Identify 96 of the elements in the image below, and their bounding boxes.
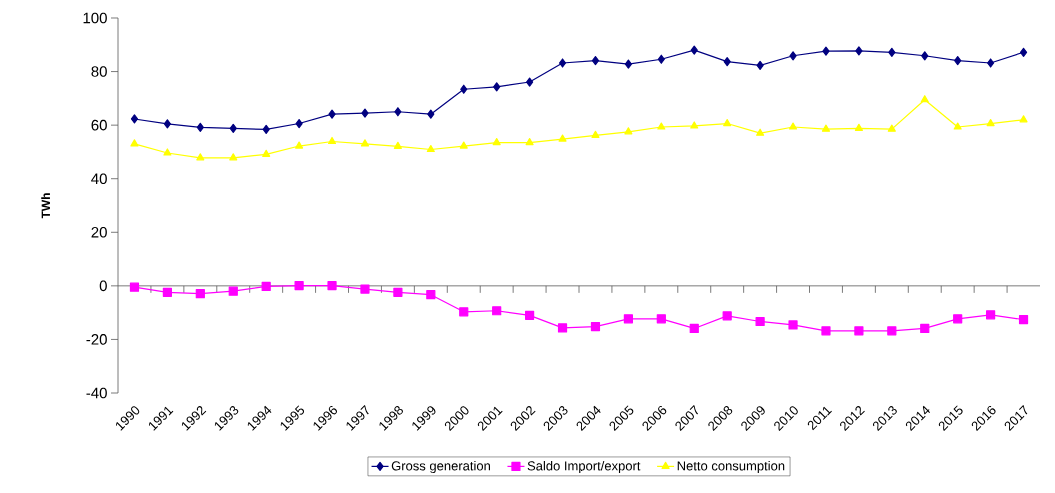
point: [163, 148, 172, 156]
point: [822, 46, 830, 56]
point: [196, 122, 204, 132]
point: [558, 58, 567, 68]
point: [427, 109, 435, 119]
point: [723, 57, 731, 67]
point: [656, 314, 666, 324]
point: [262, 124, 270, 135]
point: [657, 54, 665, 64]
point: [821, 124, 831, 132]
point: [492, 306, 502, 316]
point: [393, 141, 402, 149]
y-tick-label: 0: [99, 280, 107, 292]
y-tick-label: 20: [91, 226, 107, 238]
point: [591, 55, 600, 66]
point: [854, 123, 863, 131]
point: [953, 122, 962, 130]
point: [657, 122, 666, 130]
point: [261, 281, 271, 291]
point: [492, 137, 501, 146]
point: [262, 149, 271, 157]
point: [361, 108, 369, 118]
point: [130, 114, 139, 124]
y-tick-label: 60: [91, 119, 107, 131]
point: [920, 95, 929, 103]
y-axis-title: TWh: [41, 193, 50, 219]
point: [920, 323, 930, 334]
point: [394, 107, 402, 117]
point: [557, 323, 568, 333]
point: [129, 282, 140, 292]
point: [327, 136, 337, 145]
point: [854, 326, 864, 336]
point: [986, 310, 996, 320]
point: [756, 128, 765, 136]
point: [987, 58, 995, 68]
y-tick-label: -40: [86, 387, 107, 399]
point: [460, 84, 468, 94]
point: [525, 310, 535, 320]
point: [558, 134, 567, 142]
point: [459, 307, 469, 317]
point: [163, 119, 171, 129]
point: [887, 124, 896, 132]
point: [426, 144, 435, 153]
point: [821, 326, 831, 336]
point: [624, 59, 632, 69]
point: [624, 127, 633, 135]
point: [327, 280, 337, 291]
point: [888, 47, 896, 57]
point: [887, 326, 897, 336]
y-tick-label: 40: [91, 173, 107, 185]
point: [690, 45, 698, 55]
point: [1019, 47, 1028, 57]
point: [722, 311, 732, 321]
legend-label: Gross generation: [391, 460, 490, 474]
point: [360, 139, 370, 147]
legend-label: Saldo Import/export: [527, 460, 641, 474]
point: [954, 55, 962, 66]
point: [1018, 315, 1029, 325]
point: [229, 153, 238, 161]
y-tick-label: 100: [83, 12, 107, 24]
point: [723, 118, 732, 127]
point: [789, 51, 797, 61]
point: [162, 287, 172, 297]
point: [294, 280, 304, 291]
point: [195, 289, 205, 299]
point: [295, 141, 304, 149]
point: [130, 139, 139, 147]
point: [196, 153, 205, 161]
point: [526, 77, 534, 87]
point: [590, 321, 601, 332]
point: [756, 60, 764, 71]
point: [493, 82, 501, 92]
point: [228, 286, 238, 296]
point: [755, 316, 765, 327]
point: [855, 46, 863, 56]
point: [788, 320, 798, 330]
point: [1019, 115, 1028, 123]
point: [229, 123, 237, 133]
point: [459, 141, 468, 149]
point: [328, 109, 336, 119]
point: [623, 314, 633, 324]
point: [591, 130, 600, 138]
point: [690, 121, 699, 129]
point: [360, 284, 370, 294]
point: [986, 118, 995, 127]
point: [295, 118, 303, 129]
point: [689, 323, 699, 334]
point: [953, 314, 963, 324]
point: [921, 51, 929, 61]
y-tick-label: -20: [86, 334, 107, 345]
point: [788, 122, 798, 130]
point: [525, 137, 534, 146]
point: [426, 290, 436, 300]
y-tick-label: 80: [91, 66, 107, 77]
legend-label: Netto consumption: [677, 460, 785, 474]
point: [393, 287, 403, 297]
